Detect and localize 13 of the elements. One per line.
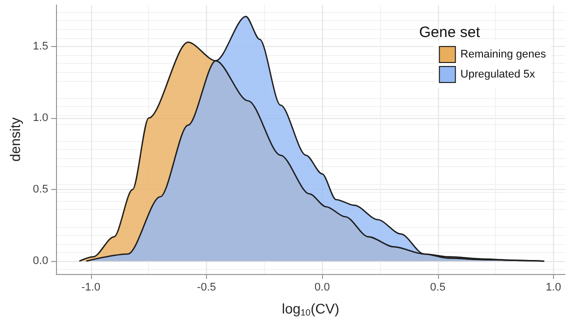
x-tick-label: 0.0: [314, 282, 330, 294]
y-axis-title: density: [7, 117, 23, 162]
y-tick-label: 1.0: [32, 112, 48, 124]
x-tick-label: -0.5: [197, 282, 216, 294]
legend-label: Remaining genes: [460, 48, 546, 60]
legend-label: Upregulated 5x: [460, 68, 536, 80]
x-tick-label: 0.5: [430, 282, 446, 294]
y-tick-label: 0.5: [32, 184, 48, 196]
x-tick-label: 1.0: [546, 282, 562, 294]
x-tick-label: -1.0: [81, 282, 100, 294]
legend-title: Gene set: [419, 24, 481, 41]
y-tick-label: 1.5: [32, 40, 48, 52]
y-tick-label: 0.0: [32, 255, 48, 268]
